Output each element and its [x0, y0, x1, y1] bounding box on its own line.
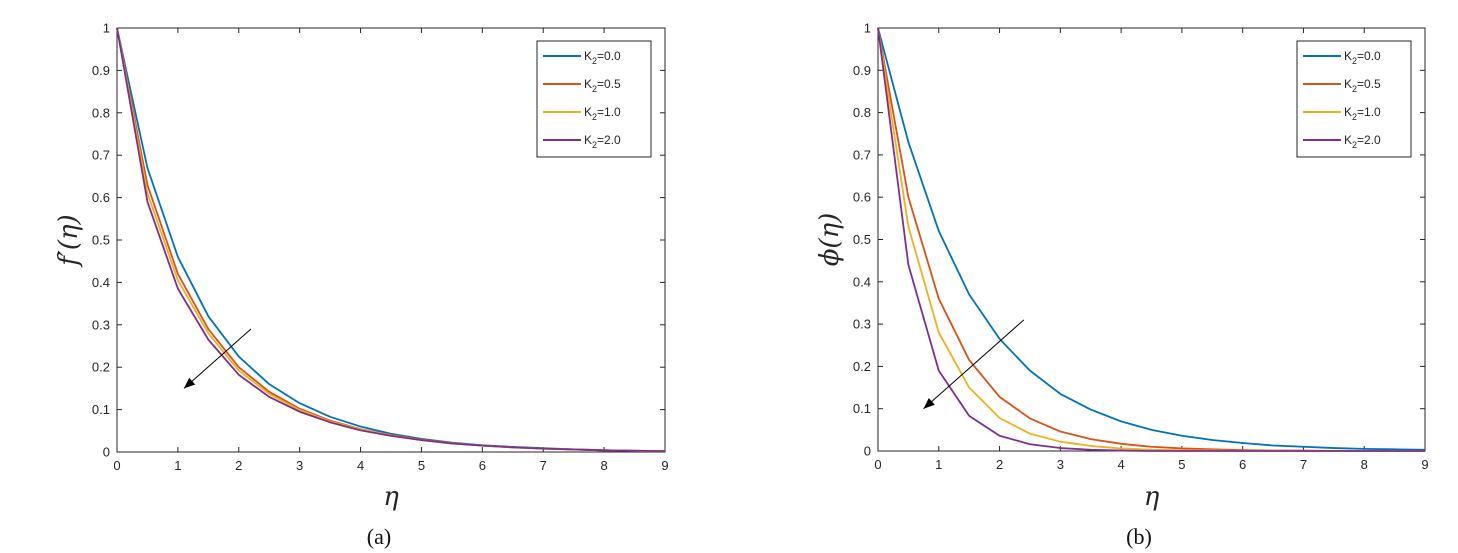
x-tick-label: 6	[1239, 457, 1246, 472]
y-tick-label: 0.5	[92, 233, 110, 248]
x-tick-label: 0	[874, 457, 881, 472]
x-tick-label: 7	[1300, 457, 1307, 472]
trend-arrow	[923, 319, 1025, 410]
legend-label-2: K2=0.5	[584, 77, 621, 94]
y-tick-label: 0.4	[853, 274, 871, 289]
y-axis-title: ϕ(η)	[815, 213, 845, 267]
legend-label-4: K2=2.0	[1344, 133, 1381, 150]
legend-label-3: K2=1.0	[584, 105, 621, 122]
legend-box	[536, 40, 652, 158]
y-tick-label: 0.3	[92, 317, 110, 332]
legend-label-2: K2=0.5	[1344, 77, 1381, 94]
y-tick-label: 0.7	[853, 147, 871, 162]
y-tick-label: 0.2	[853, 359, 871, 374]
y-tick-label: 0.8	[92, 105, 110, 120]
chart-panel-2: 0 1 2 3 4 5 6 7 8 9 0 0.1 0.2 0.3 0.4 0.5 0.6 0.7 0.8 0.9 1 K…	[815, 21, 1429, 550]
legend-value: 2.0	[604, 133, 621, 147]
x-tick-label: 4	[357, 458, 364, 473]
x-axis-title: η	[1144, 482, 1160, 512]
x-tick-label: 5	[418, 458, 425, 473]
y-tick-label: 0	[103, 445, 110, 460]
y-tick-label: 0.4	[92, 275, 110, 290]
legend-value: 0.5	[604, 77, 621, 91]
legend-value: 1.0	[1364, 105, 1381, 119]
legend-value: 1.0	[604, 105, 621, 119]
x-tick-label: 9	[661, 458, 668, 473]
x-tick-label: 3	[296, 458, 303, 473]
y-tick-label: 1	[864, 21, 871, 36]
legend-value: 0.5	[1364, 77, 1381, 91]
y-tick-label: 0.5	[853, 232, 871, 247]
x-tick-label: 6	[479, 458, 486, 473]
x-tick-label: 8	[1361, 457, 1368, 472]
legend-label-4: K2=2.0	[584, 133, 621, 150]
panel-caption: (b)	[1126, 524, 1152, 549]
legend-value: 0.0	[604, 49, 621, 63]
y-tick-label: 0	[864, 444, 871, 459]
x-tick-label: 0	[113, 458, 120, 473]
x-tick-label: 3	[1057, 457, 1064, 472]
trend-arrow-head	[183, 377, 196, 389]
y-tick-label: 0.2	[92, 360, 110, 375]
y-tick-label: 0.7	[92, 148, 110, 163]
y-tick-label: 0.6	[92, 190, 110, 205]
legend-value: 2.0	[1364, 133, 1381, 147]
x-tick-label: 1	[174, 458, 181, 473]
panel-caption: (a)	[367, 524, 391, 549]
y-tick-label: 0.1	[92, 402, 110, 417]
legend-label-1: K2=0.0	[584, 49, 621, 66]
y-tick-label: 0.9	[92, 63, 110, 78]
trend-arrow	[183, 328, 252, 389]
x-tick-label: 2	[996, 457, 1003, 472]
series-line-1	[877, 27, 1426, 451]
x-tick-label: 2	[235, 458, 242, 473]
y-axis-title: f′(η)	[54, 214, 84, 267]
legend-label-3: K2=1.0	[1344, 105, 1381, 122]
x-tick-label: 5	[1178, 457, 1185, 472]
legend-label-1: K2=0.0	[1344, 49, 1381, 66]
x-tick-label: 7	[540, 458, 547, 473]
x-tick-label: 9	[1421, 457, 1428, 472]
x-tick-label: 4	[1117, 457, 1124, 472]
y-tick-label: 0.3	[853, 317, 871, 332]
y-tick-label: 0.9	[853, 63, 871, 78]
chart-panel-1: 0 1 2 3 4 5 6 7 8 9 0 0.1 0.2 0.3 0.4 0.5 0.6 0.7 0.8 0.9 1 K…	[54, 21, 669, 550]
legend-value: 0.0	[1364, 49, 1381, 63]
x-tick-label: 1	[935, 457, 942, 472]
series-line-4	[116, 27, 666, 453]
legend-box	[1296, 40, 1412, 158]
series-line-4	[877, 27, 1425, 452]
trend-arrow-head	[923, 398, 935, 409]
y-tick-label: 0.6	[853, 190, 871, 205]
y-tick-label: 0.8	[853, 105, 871, 120]
y-tick-label: 0.1	[853, 401, 871, 416]
y-tick-label: 1	[103, 21, 110, 36]
x-tick-label: 8	[600, 458, 607, 473]
x-axis-title: η	[383, 482, 399, 512]
